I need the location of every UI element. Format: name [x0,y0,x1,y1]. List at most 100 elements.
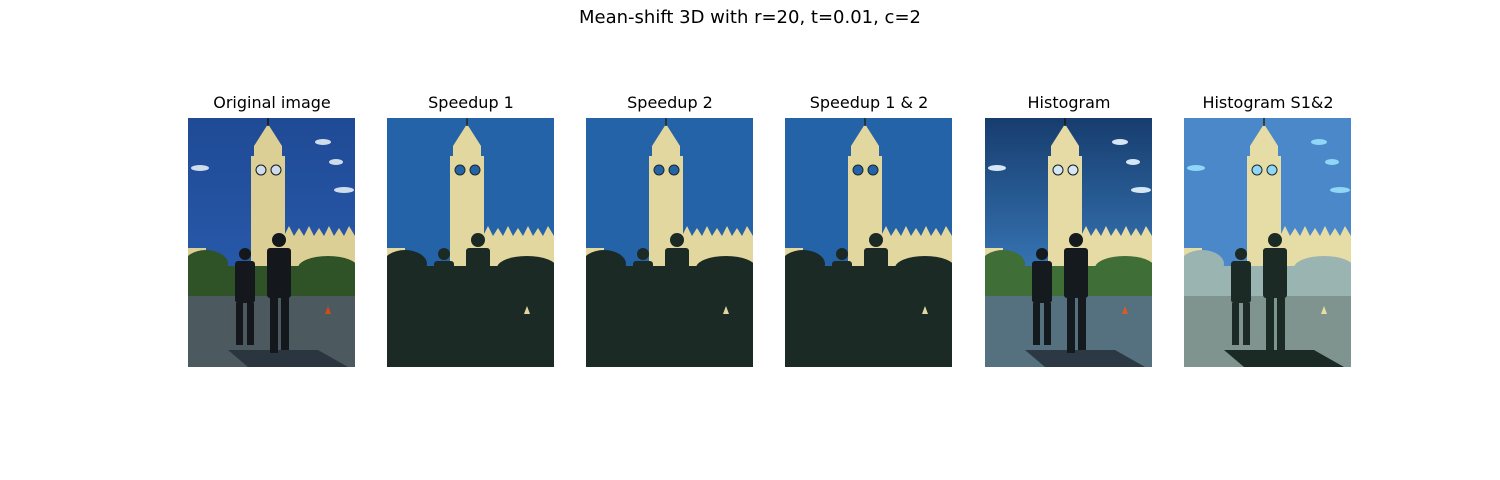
officer-helmet [471,233,485,247]
cloud [334,187,354,193]
speedup-1-image [387,118,554,367]
histogram-s1-and-2-image [1184,118,1351,367]
officer-body [1263,248,1287,298]
panel-histogram: Histogram [985,92,1153,367]
traffic-cone [1321,306,1327,314]
speedup-1-and-2-image [785,118,952,367]
cloud [788,165,806,171]
officer-leg [867,298,875,353]
tree [586,250,626,278]
officer-leg [435,303,442,345]
officer-leg [679,298,687,350]
clock-face [852,164,864,176]
officer-body [1064,248,1088,298]
tree [785,250,825,278]
officer-helmet [1036,248,1048,260]
belfry [254,146,282,158]
officer-leg [480,298,488,350]
panel-histogram-s1-and-2: Histogram S1&2 [1184,92,1352,367]
officer-leg [1232,303,1239,345]
cloud [926,159,940,165]
shadow [1025,350,1145,367]
cloud [1325,159,1339,165]
officer-leg [1067,298,1075,353]
parliament-spires [1280,226,1351,236]
clock-face [668,164,680,176]
officer-helmet [637,248,649,260]
officer-leg [1044,303,1051,345]
officer-body [1231,261,1251,303]
officer-leg [1033,303,1040,345]
officer-leg [1277,298,1285,350]
cloud [713,139,729,145]
clock-face [469,164,481,176]
figure-title: Mean-shift 3D with r=20, t=0.01, c=2 [579,7,921,28]
parliament-spires [284,226,355,236]
officer-helmet [869,233,883,247]
officer-helmet [670,233,684,247]
officer-body [267,248,291,298]
tree [985,250,1025,278]
traffic-cone [524,306,530,314]
traffic-cone [325,306,331,314]
cloud [931,187,951,193]
clock-face [1266,164,1278,176]
speedup-2-image [586,118,753,367]
histogram-image [985,118,1152,367]
shadow [228,350,348,367]
tree [696,256,753,280]
belfry [851,146,879,158]
clock-face [1067,164,1079,176]
officer-leg [281,298,289,350]
traffic-cone [723,306,729,314]
officer-body [434,261,454,303]
parliament-spires [682,226,753,236]
officer-leg [236,303,243,345]
belfry [652,146,680,158]
officer-body [1032,261,1052,303]
clock-face [255,164,267,176]
panel-speedup-2: Speedup 2 [586,92,754,367]
cloud [1126,159,1140,165]
cloud [727,159,741,165]
panel-title: Histogram [1027,93,1111,112]
panel-original-image: Original image [188,92,356,367]
tree [1294,256,1351,280]
cloud [988,165,1006,171]
tree [895,256,952,280]
cloud [732,187,752,193]
officer-leg [844,303,851,345]
officer-helmet [438,248,450,260]
tree [1184,250,1224,278]
clock-face [454,164,466,176]
cloud [514,139,530,145]
officer-leg [634,303,641,345]
officer-leg [1078,298,1086,350]
tower-roof [652,124,680,146]
panel-title: Speedup 1 & 2 [809,93,929,112]
cloud [1187,165,1205,171]
officer-helmet [239,248,251,260]
clock-face [1052,164,1064,176]
tree [387,250,427,278]
panel-title: Speedup 1 [428,93,514,112]
officer-helmet [1268,233,1282,247]
officer-leg [833,303,840,345]
officer-body [832,261,852,303]
officer-leg [469,298,477,353]
tower-roof [851,124,879,146]
traffic-cone [922,306,928,314]
cloud [329,159,343,165]
clock-face [867,164,879,176]
officer-leg [1243,303,1250,345]
clock-face [1251,164,1263,176]
officer-leg [270,298,278,353]
officer-leg [668,298,676,353]
cloud [589,165,607,171]
cloud [528,159,542,165]
officer-helmet [272,233,286,247]
cloud [533,187,553,193]
tower-roof [1250,124,1278,146]
traffic-cone [1122,306,1128,314]
cloud [315,139,331,145]
